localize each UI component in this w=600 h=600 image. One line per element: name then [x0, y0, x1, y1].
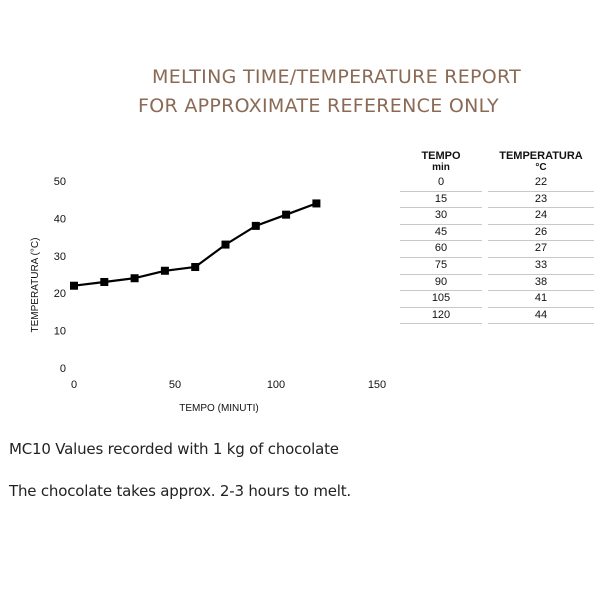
table-column-tempo: TEMPO min 0 15 30 45 60 75 90 105 120 — [400, 150, 482, 325]
data-point — [251, 221, 260, 230]
table-cell-tempo: 75 — [400, 258, 482, 275]
tempo-unit: min — [432, 162, 450, 173]
y-tick-label: 40 — [54, 213, 66, 225]
x-tick-label: 0 — [71, 379, 77, 391]
report-title-line1: MELTING TIME/TEMPERATURE REPORT — [152, 66, 522, 88]
data-point — [100, 277, 109, 286]
table-cell-temperatura: 33 — [488, 258, 594, 275]
data-point — [221, 240, 230, 249]
data-point — [160, 266, 169, 275]
note-values-recorded: MC10 Values recorded with 1 kg of chocol… — [9, 440, 339, 458]
table-cell-temperatura: 24 — [488, 208, 594, 225]
temperatura-unit: °C — [535, 162, 547, 173]
y-tick-label: 30 — [54, 251, 66, 263]
series-line — [73, 202, 317, 287]
table-cell-tempo: 90 — [400, 275, 482, 292]
y-tick-label: 10 — [54, 326, 66, 338]
data-point — [312, 199, 321, 208]
table-cell-tempo: 45 — [400, 225, 482, 242]
temperature-line-chart: 0 10 20 30 40 50 0 50 100 150 TEMPO (MINUTI) TEM… — [30, 176, 386, 414]
x-tick-label: 50 — [169, 379, 181, 391]
data-point — [70, 281, 78, 290]
table-cell-tempo: 120 — [400, 308, 482, 325]
table-cell-tempo: 105 — [400, 291, 482, 308]
y-tick-label: 50 — [54, 176, 66, 188]
table-column-temperatura: TEMPERATURA °C 22 23 24 26 27 33 38 41 44 — [488, 150, 594, 325]
table-cell-temperatura: 38 — [488, 275, 594, 292]
table-cell-tempo: 60 — [400, 241, 482, 258]
report-title-line2: FOR APPROXIMATE REFERENCE ONLY — [138, 95, 499, 117]
tempo-cells: 0 15 30 45 60 75 90 105 120 — [400, 175, 482, 325]
table-cell-temperatura: 44 — [488, 308, 594, 325]
data-point — [282, 210, 291, 219]
note-melt-time: The chocolate takes approx. 2-3 hours to… — [9, 482, 351, 500]
table-cell-tempo: 15 — [400, 192, 482, 209]
x-axis-label: TEMPO (MINUTI) — [179, 403, 258, 414]
table-cell-temperatura: 23 — [488, 192, 594, 209]
data-point — [191, 263, 200, 272]
y-axis-label: TEMPERATURA (°C) — [30, 238, 41, 333]
y-tick-label: 0 — [60, 363, 66, 375]
table-cell-tempo: 0 — [400, 175, 482, 192]
tempo-header: TEMPO — [421, 150, 461, 162]
temperatura-cells: 22 23 24 26 27 33 38 41 44 — [488, 175, 594, 325]
table-cell-tempo: 30 — [400, 208, 482, 225]
x-tick-label: 100 — [267, 379, 285, 391]
table-cell-temperatura: 22 — [488, 175, 594, 192]
y-tick-label: 20 — [54, 288, 66, 300]
data-markers — [70, 199, 321, 290]
table-cell-temperatura: 27 — [488, 241, 594, 258]
y-tick-labels: 0 10 20 30 40 50 — [54, 176, 66, 375]
table-cell-temperatura: 41 — [488, 291, 594, 308]
x-tick-label: 150 — [368, 379, 386, 391]
temperatura-header: TEMPERATURA — [499, 150, 583, 162]
table-cell-temperatura: 26 — [488, 225, 594, 242]
data-point — [130, 274, 139, 283]
x-tick-labels: 0 50 100 150 — [71, 379, 386, 391]
